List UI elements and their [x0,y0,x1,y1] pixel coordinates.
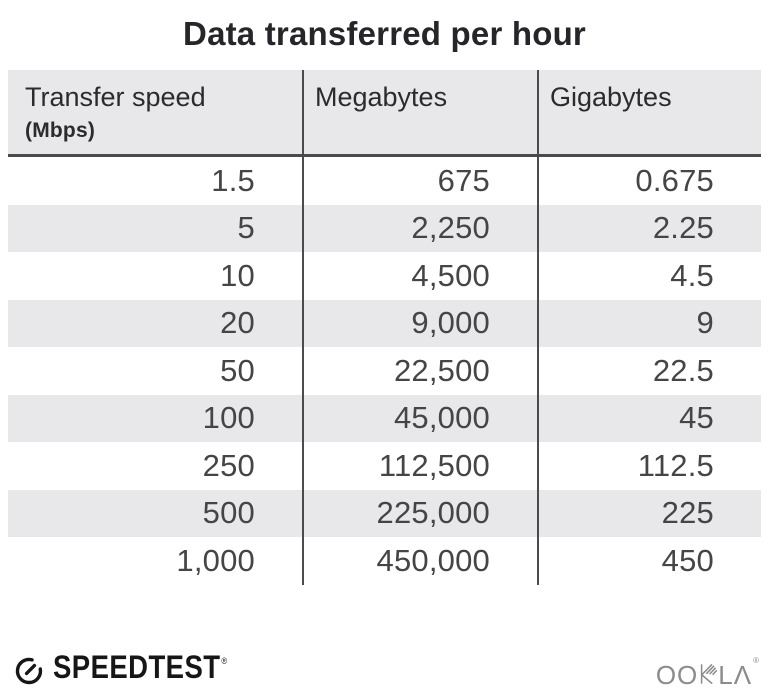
table-row: 1.5 675 0.675 [8,157,761,205]
cell-speed: 100 [8,394,302,442]
cell-speed: 1,000 [176,542,255,578]
cell-gigabytes: 2.25 [537,204,761,252]
column-header-transfer-speed-unit: (Mbps) [25,119,96,142]
cell-gigabytes: 4.5 [537,252,761,300]
column-header-transfer-speed: Transfer speed (Mbps) [8,70,302,154]
table-header-row: Transfer speed (Mbps) Megabytes Gigabyte… [8,70,761,157]
speedtest-gauge-icon [14,656,44,686]
cell-gigabytes: 45 [537,394,761,442]
cell-gigabytes: 225 [537,489,761,537]
table-row: 20 9,000 9 [8,299,761,347]
column-header-megabytes: Megabytes [302,70,537,154]
speedtest-registered-mark: ® [221,656,228,666]
page-title: Data transferred per hour [183,15,586,52]
cell-speed: 20 [8,299,302,347]
cell-gigabytes: 450 [537,537,761,585]
table-row: 50 22,500 22.5 [8,347,761,395]
cell-speed: 500 [8,489,302,537]
cell-megabytes: 22,500 [302,347,537,395]
ookla-k-glyph-icon [700,664,718,684]
table-row: 500 225,000 225 [8,489,761,537]
speedtest-wordmark: SPEEDTEST® [53,649,228,685]
cell-megabytes: 9,000 [302,299,537,347]
cell-gigabytes: 22.5 [537,347,761,395]
table-row: 10 4,500 4.5 [8,252,761,300]
table-row: 5 2,250 2.25 [8,204,761,252]
table-row: 250 112,500 112.5 [8,442,761,490]
speedtest-logo: SPEEDTEST® [14,651,255,691]
cell-megabytes: 112,500 [302,442,537,490]
table-row: 1,000 450,000 450 [8,537,761,585]
cell-gigabytes: 0.675 [537,157,761,205]
cell-gigabytes: 9 [537,299,761,347]
ookla-wordmark-prefix: OO [655,660,699,690]
cell-speed: 50 [220,352,255,388]
cell-megabytes: 45,000 [302,394,537,442]
cell-megabytes: 675 [302,157,537,205]
ookla-wordmark-suffix: LΛ [718,660,753,690]
cell-megabytes: 2,250 [302,204,537,252]
cell-megabytes: 225,000 [302,489,537,537]
column-header-gigabytes: Gigabytes [537,70,761,154]
cell-megabytes: 450,000 [302,537,537,585]
cell-gigabytes: 112.5 [537,442,761,490]
cell-speed: 250 [202,447,255,483]
cell-megabytes: 4,500 [302,252,537,300]
cell-speed: 5 [8,204,302,252]
table-row: 100 45,000 45 [8,394,761,442]
cell-speed: 1.5 [211,162,255,198]
cell-speed: 10 [220,257,255,293]
column-header-transfer-speed-label: Transfer speed [25,82,206,112]
ookla-registered-mark: ® [753,656,759,665]
ookla-logo: OO LΛ ® [655,656,759,690]
data-table: Transfer speed (Mbps) Megabytes Gigabyte… [8,70,761,585]
